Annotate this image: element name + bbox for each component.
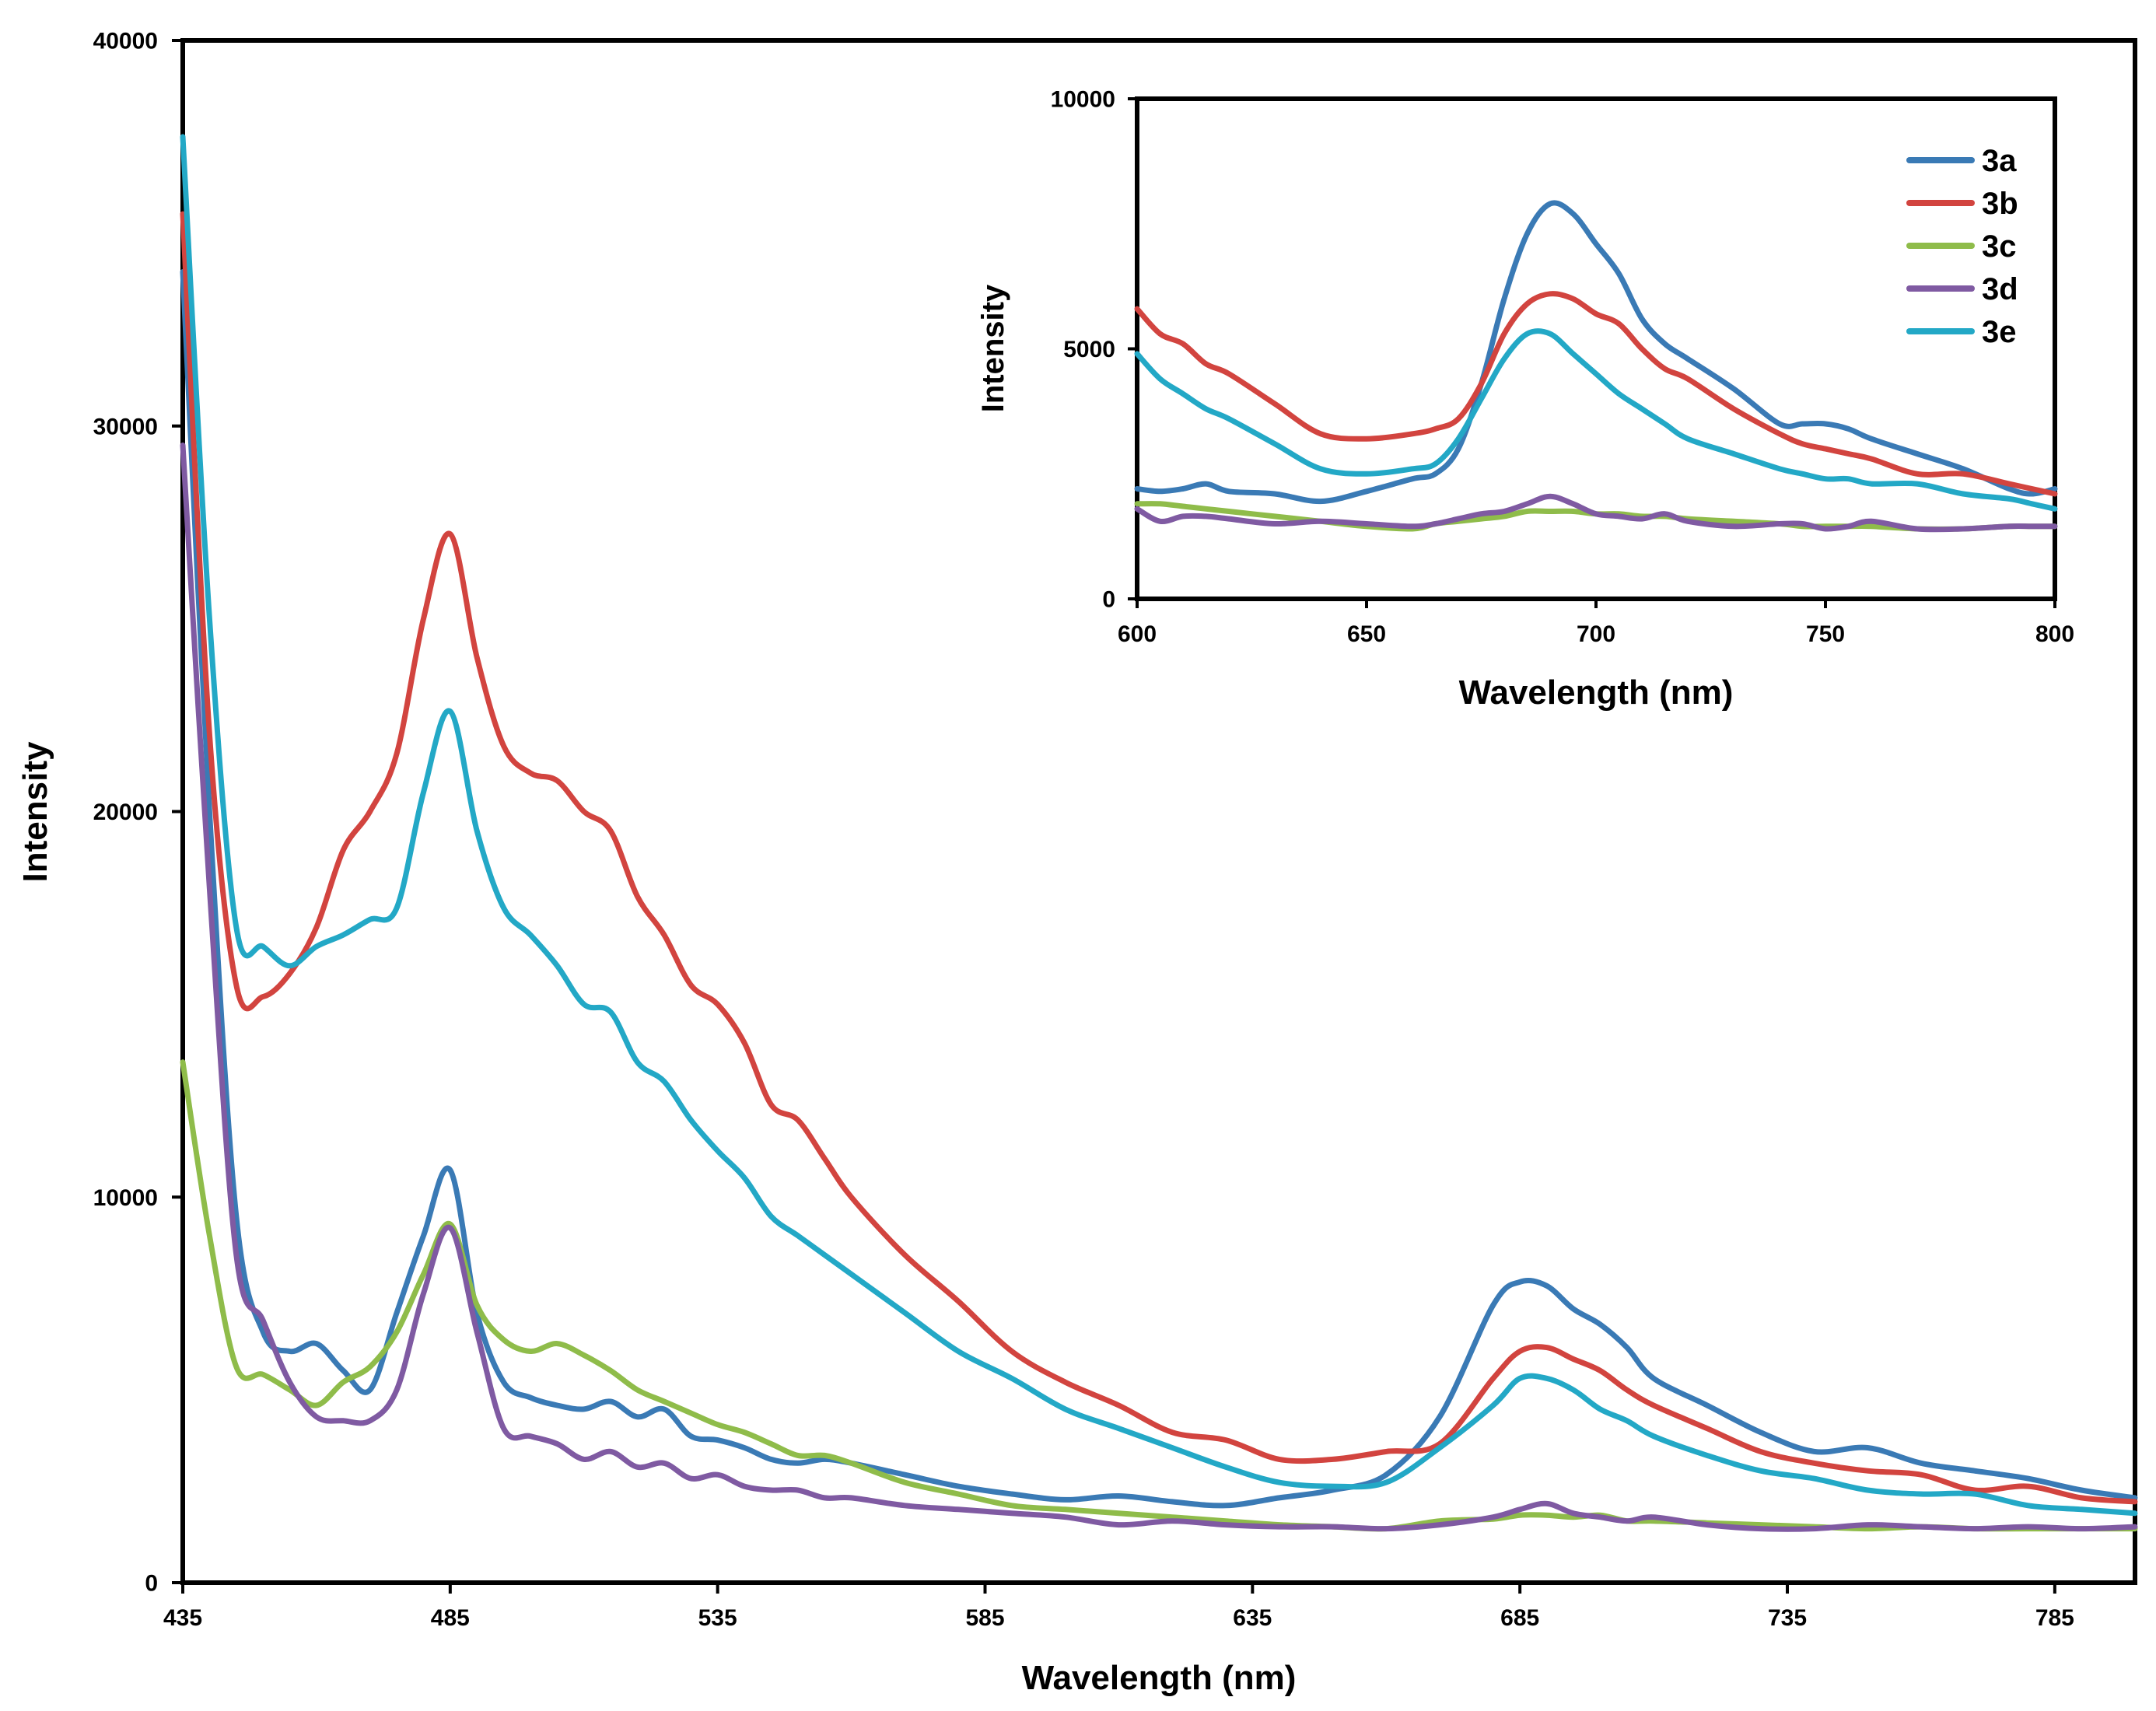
- main-x-tick-label: 535: [698, 1605, 737, 1631]
- inset-series-line-3a: [1134, 200, 2058, 505]
- main-x-tick-label: 435: [163, 1605, 202, 1631]
- legend-label-3e: 3e: [1982, 315, 2017, 349]
- main-series-line-3c: [180, 1059, 2138, 1532]
- legend-label-3b: 3b: [1982, 187, 2018, 221]
- main-x-tick-label: 635: [1233, 1605, 1272, 1631]
- inset-y-ticks: 0 5000 10000: [1051, 87, 1137, 613]
- main-series-line-3e: [180, 134, 2138, 1517]
- inset-x-axis-title: Wavelength (nm): [1459, 674, 1734, 712]
- main-y-axis-title: Intensity: [16, 741, 54, 882]
- main-y-tick-label: 20000: [93, 800, 158, 825]
- main-x-tick-label: 685: [1500, 1605, 1539, 1631]
- inset-x-tick-label: 700: [1577, 621, 1615, 647]
- main-x-tick-label: 485: [431, 1605, 470, 1631]
- legend-label-3a: 3a: [1982, 144, 2017, 178]
- inset-series-group: [1134, 200, 2058, 533]
- main-x-tick-label: 785: [2035, 1605, 2074, 1631]
- main-y-ticks: 0 10000 20000 30000 40000: [93, 29, 183, 1597]
- inset-x-tick-label: 750: [1806, 621, 1845, 647]
- main-series-line-3b: [180, 211, 2138, 1505]
- main-x-axis-title: Wavelength (nm): [1022, 1659, 1297, 1697]
- main-plot: 435 485 535 585 635 685 735 785 0 10000 20000 3000…: [16, 29, 2138, 1697]
- inset-x-tick-label: 650: [1347, 621, 1386, 647]
- main-y-tick-label: 40000: [93, 29, 158, 54]
- inset-y-axis-title: Intensity: [976, 284, 1010, 412]
- inset-y-tick-label: 5000: [1063, 337, 1115, 362]
- main-x-tick-label: 585: [965, 1605, 1004, 1631]
- inset-x-tick-label: 800: [2035, 621, 2074, 647]
- inset-series-line-3b: [1134, 291, 2058, 497]
- main-x-tick-label: 735: [1768, 1605, 1807, 1631]
- inset-plot: 600 650 700 750 800 0 5000 10000 Wavelength (n…: [976, 87, 2074, 712]
- inset-series-line-3c: [1134, 501, 2058, 532]
- inset-legend: 3a 3b 3c 3d 3e: [1906, 144, 2018, 349]
- inset-y-tick-label: 0: [1102, 587, 1115, 613]
- inset-y-tick-label: 10000: [1051, 87, 1115, 113]
- main-y-tick-label: 10000: [93, 1185, 158, 1211]
- legend-label-3c: 3c: [1982, 229, 2017, 264]
- inset-x-tick-label: 600: [1118, 621, 1157, 647]
- main-series-line-3d: [180, 443, 2138, 1532]
- legend-label-3d: 3d: [1982, 272, 2018, 306]
- inset-series-line-3e: [1134, 328, 2058, 512]
- inset-x-ticks: 600 650 700 750 800: [1118, 599, 2074, 647]
- main-y-tick-label: 30000: [93, 414, 158, 439]
- main-x-ticks: 435 485 535 585 635 685 735 785: [163, 1583, 2074, 1631]
- main-y-tick-label: 0: [145, 1571, 158, 1597]
- main-series-group: [180, 134, 2138, 1532]
- inset-series-line-3d: [1134, 493, 2058, 533]
